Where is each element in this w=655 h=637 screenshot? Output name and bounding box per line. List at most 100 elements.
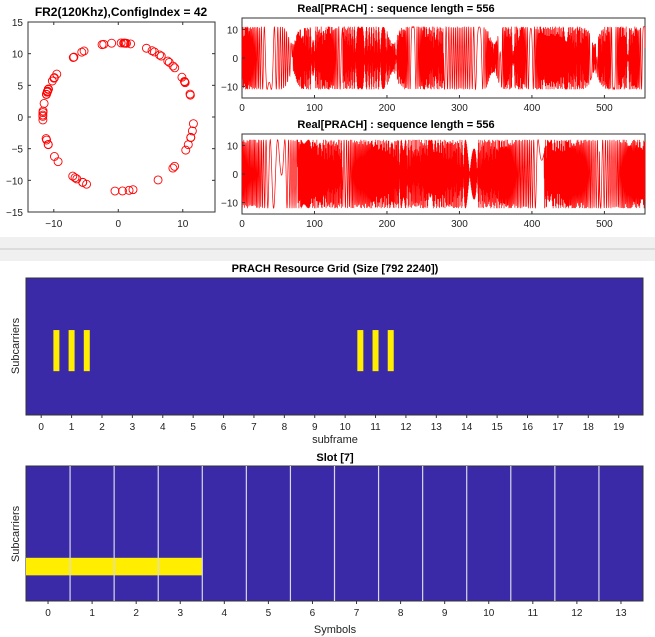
prach-ytick-label: 0 xyxy=(232,54,238,65)
resource-grid-xtick-label: 15 xyxy=(492,422,504,433)
constellation-point xyxy=(164,57,174,67)
resource-grid-plot: PRACH Resource Grid (Size [792 2240]) 0 1… xyxy=(10,263,644,446)
resource-grid-xtick-label: 8 xyxy=(282,422,288,433)
constellation-point xyxy=(41,89,51,99)
slot-xtick-label: 4 xyxy=(222,608,228,619)
prach-xtick-label: 100 xyxy=(306,219,323,230)
resource-grid-bar xyxy=(372,330,379,372)
constellation-ytick-label: −15 xyxy=(6,208,23,219)
constellation-point xyxy=(49,73,59,83)
resource-grid-bar xyxy=(68,330,75,372)
constellation-point xyxy=(124,185,134,195)
resource-grid-xtick-label: 18 xyxy=(583,422,595,433)
constellation-point xyxy=(180,76,189,86)
constellation-points xyxy=(38,38,198,196)
resource-grid-xtick-label: 9 xyxy=(312,422,318,433)
constellation-point xyxy=(185,90,195,100)
constellation-point xyxy=(107,38,117,48)
constellation-point xyxy=(186,133,196,143)
prach-ytick-label: 10 xyxy=(227,25,239,36)
resource-grid-bar xyxy=(387,330,394,372)
constellation-point xyxy=(69,52,79,62)
constellation-point xyxy=(41,134,51,144)
resource-grid-xtick-label: 19 xyxy=(613,422,625,433)
slot-xtick-label: 11 xyxy=(528,608,539,619)
constellation-point xyxy=(168,163,178,173)
constellation-point xyxy=(181,145,191,155)
prach-plot-1-title: Real[PRACH] : sequence length = 556 xyxy=(297,3,494,15)
slot-xtick-label: 9 xyxy=(442,608,448,619)
constellation-point xyxy=(70,173,80,183)
constellation-point xyxy=(156,51,166,61)
constellation-point xyxy=(43,140,53,149)
slot-ticks: 0 1 2 3 4 5 6 7 8 9 10 11 12 13 xyxy=(45,601,627,619)
resource-grid-bar xyxy=(53,330,60,372)
slot-plot: Slot [7] 0 1 2 3 4 5 6 7 8 9 10 11 12 13 Symbols Subc… xyxy=(10,452,644,636)
constellation-ytick-label: −5 xyxy=(12,145,24,156)
prach-xtick-label: 0 xyxy=(239,103,245,114)
slot-xtick-label: 0 xyxy=(45,608,51,619)
resource-grid-ylabel: Subcarriers xyxy=(10,317,22,374)
constellation-point xyxy=(126,39,136,49)
constellation-point xyxy=(43,84,53,94)
slot-xtick-label: 10 xyxy=(483,608,495,619)
prach-ytick-label: −10 xyxy=(221,199,238,210)
constellation-axes-box xyxy=(27,21,216,213)
prach-xtick-label: 0 xyxy=(239,219,245,230)
constellation-ytick-label: 15 xyxy=(12,18,24,29)
resource-grid-xtick-label: 3 xyxy=(130,422,136,433)
resource-grid-bar xyxy=(357,330,364,372)
slot-xlabel: Symbols xyxy=(314,624,357,636)
resource-grid-xtick-label: 5 xyxy=(190,422,196,433)
prach-plot-2-title: Real[PRACH] : sequence length = 556 xyxy=(297,119,494,131)
constellation-point xyxy=(180,78,190,88)
constellation-point xyxy=(170,161,180,171)
slot-xtick-label: 5 xyxy=(266,608,272,619)
resource-grid-title: PRACH Resource Grid (Size [792 2240]) xyxy=(232,263,439,275)
slot-xtick-label: 12 xyxy=(571,608,583,619)
constellation-xtick-label: 10 xyxy=(177,219,189,230)
resource-grid-xtick-label: 0 xyxy=(38,422,44,433)
constellation-ytick-label: 10 xyxy=(12,50,24,61)
resource-grid-xlabel: subframe xyxy=(312,434,358,446)
prach-plot-1: Real[PRACH] : sequence length = 556 0 100… xyxy=(221,3,646,114)
constellation-point xyxy=(116,38,126,48)
prach-xtick-label: 400 xyxy=(524,103,541,114)
slot-ylabel: Subcarriers xyxy=(10,505,22,562)
constellation-point xyxy=(147,46,157,56)
constellation-ytick-label: −10 xyxy=(6,176,23,187)
constellation-point xyxy=(47,76,57,86)
constellation-point xyxy=(141,43,151,53)
resource-grid-xtick-label: 11 xyxy=(370,422,381,433)
constellation-point xyxy=(163,56,173,66)
slot-title: Slot [7] xyxy=(316,452,354,464)
slot-xtick-label: 6 xyxy=(310,608,316,619)
prach-xtick-label: 300 xyxy=(451,103,468,114)
constellation-point xyxy=(170,63,180,73)
constellation-xtick-label: −10 xyxy=(45,219,62,230)
prach-xtick-label: 100 xyxy=(306,103,323,114)
resource-grid-xtick-label: 10 xyxy=(340,422,352,433)
resource-grid-xtick-label: 4 xyxy=(160,422,166,433)
constellation-ytick-label: 0 xyxy=(17,113,23,124)
constellation-point xyxy=(82,179,92,189)
prach-plot-2: Real[PRACH] : sequence length = 556 0 100… xyxy=(221,119,646,230)
slot-xtick-label: 8 xyxy=(398,608,404,619)
constellation-point xyxy=(128,185,138,195)
slot-xtick-label: 13 xyxy=(615,608,627,619)
slot-gridlines xyxy=(69,466,600,601)
constellation-ytick-label: 5 xyxy=(17,81,23,92)
resource-grid-xtick-label: 6 xyxy=(221,422,227,433)
resource-grid-background xyxy=(25,277,644,416)
slot-xtick-label: 3 xyxy=(177,608,183,619)
prach-ytick-label: −10 xyxy=(221,83,238,94)
resource-grid-xtick-label: 13 xyxy=(431,422,443,433)
constellation-point xyxy=(53,157,63,167)
resource-grid-xtick-label: 2 xyxy=(99,422,105,433)
prach-plot-2-line xyxy=(241,138,646,209)
prach-ytick-label: 0 xyxy=(232,170,238,181)
constellation-point xyxy=(77,47,87,57)
constellation-point xyxy=(38,115,48,125)
